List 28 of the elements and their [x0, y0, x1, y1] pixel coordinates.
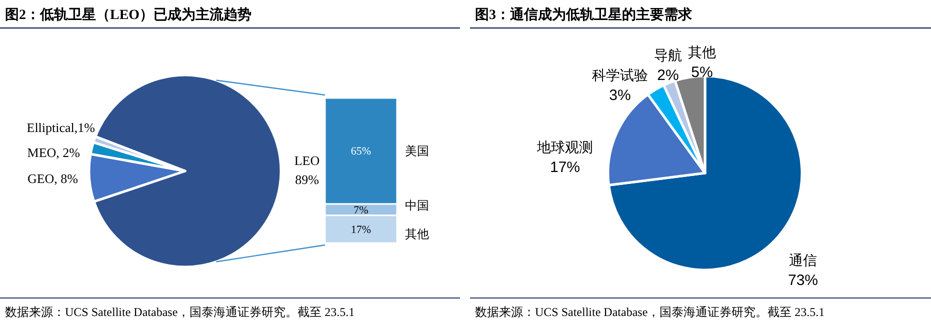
slice-label: 地球观测: [536, 140, 593, 156]
series-label: 美国: [405, 144, 429, 158]
data-label: 17%: [350, 224, 372, 236]
slice-label: 导航: [654, 48, 682, 64]
data-label: 89%: [295, 172, 320, 187]
data-label: 2%: [657, 67, 679, 84]
data-label: 3%: [609, 87, 631, 104]
slice-label: MEO: [27, 145, 56, 160]
chart-title: 图3：通信成为低轨卫星的主要需求: [475, 6, 693, 23]
series-label: 其他: [405, 227, 429, 242]
slice-label: GEO: [27, 171, 54, 186]
data-label: 17%: [550, 159, 580, 176]
slice-label: LEO: [294, 153, 320, 168]
data-label: ,1%: [74, 120, 96, 135]
series-label: 中国: [405, 198, 429, 213]
data-label: , 2%: [56, 145, 80, 160]
slice-label: 其他: [688, 45, 716, 61]
slice-label: 科学试验: [592, 68, 648, 84]
source-note: 数据来源：UCS Satellite Database，国泰海通证券研究。截至 23.5.1: [5, 305, 355, 319]
slice-label: 通信: [789, 253, 817, 269]
data-label: 7%: [354, 204, 368, 216]
chart-title: 图2：低轨卫星（LEO）已成为主流趋势: [5, 6, 252, 23]
data-label: 73%: [788, 272, 818, 289]
slice-label: Elliptical: [26, 120, 75, 135]
data-label: 65%: [350, 146, 372, 158]
source-note: 数据来源：UCS Satellite Database，国泰海通证券研究。截至 23.5.1: [475, 305, 825, 319]
data-label: 5%: [691, 64, 713, 81]
data-label: , 8%: [54, 171, 78, 186]
